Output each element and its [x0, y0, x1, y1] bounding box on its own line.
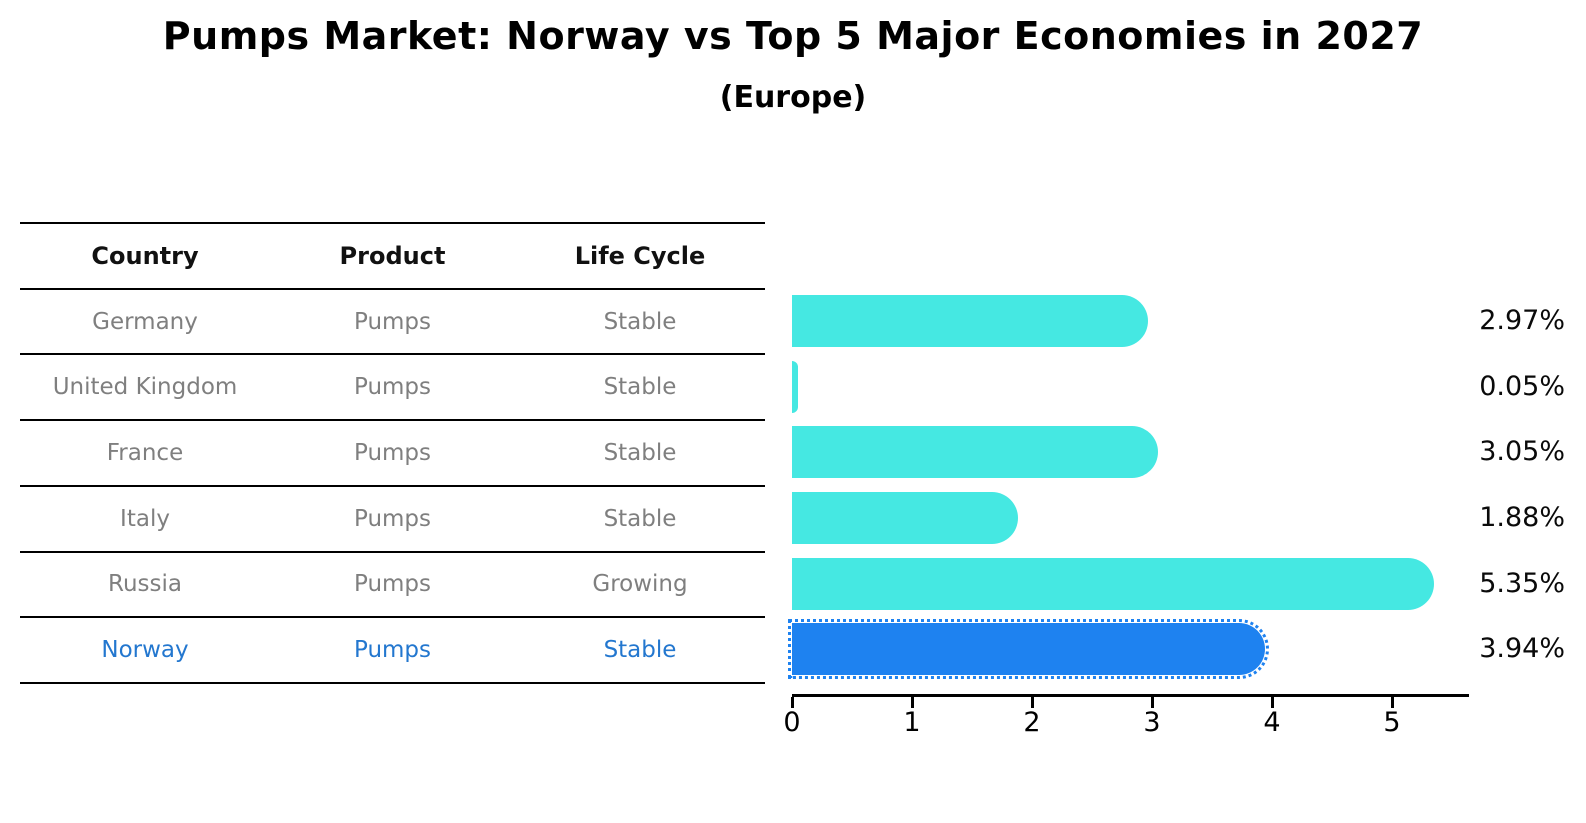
- cell-country: France: [106, 440, 184, 467]
- x-axis-tick-label-3: 3: [1143, 707, 1161, 738]
- cell-country: Germany: [92, 308, 198, 335]
- x-axis-tick-label-4: 4: [1263, 707, 1281, 738]
- bar-germany: [792, 294, 1149, 347]
- column-header-country: Country: [91, 241, 199, 270]
- cell-product: Pumps: [353, 374, 432, 401]
- cell-product: Pumps: [353, 571, 432, 598]
- cell-product: Pumps: [353, 505, 432, 532]
- x-axis-tick-1: [910, 697, 914, 708]
- bar-france: [792, 426, 1158, 479]
- cell-life-cycle: Growing: [592, 571, 688, 598]
- cell-life-cycle: Stable: [603, 505, 677, 532]
- x-axis-tick-4: [1270, 697, 1274, 708]
- x-axis-tick-2: [1030, 697, 1034, 708]
- cell-life-cycle: Stable: [603, 308, 677, 335]
- x-axis-tick-label-0: 0: [783, 707, 801, 738]
- country-table: Country Product Life Cycle Germany Pumps S…: [20, 222, 765, 685]
- x-axis-tick-0: [790, 697, 794, 708]
- table-row: Italy Pumps Stable: [20, 487, 765, 553]
- table-header-row: Country Product Life Cycle: [20, 224, 765, 290]
- cell-product: Pumps: [353, 440, 432, 467]
- bar-norway: [788, 619, 1269, 680]
- table-row: France Pumps Stable: [20, 421, 765, 487]
- cell-country: Norway: [101, 637, 189, 664]
- x-axis-tick-5: [1390, 697, 1394, 708]
- column-header-product: Product: [339, 241, 446, 270]
- value-label-france: 3.05%: [1479, 436, 1565, 468]
- x-axis-tick-3: [1150, 697, 1154, 708]
- value-label-russia: 5.35%: [1479, 567, 1565, 599]
- cell-life-cycle: Stable: [603, 440, 677, 467]
- column-header-life-cycle: Life Cycle: [574, 241, 706, 270]
- value-label-italy: 1.88%: [1479, 501, 1565, 533]
- cell-life-cycle: Stable: [603, 374, 677, 401]
- bar-italy: [792, 491, 1018, 544]
- chart-title: Pumps Market: Norway vs Top 5 Major Econ…: [162, 14, 1424, 58]
- cell-life-cycle: Stable: [603, 637, 677, 664]
- cell-country: Italy: [120, 505, 170, 532]
- value-label-germany: 2.97%: [1479, 304, 1565, 336]
- table-row: Germany Pumps Stable: [20, 290, 765, 356]
- bar-united-kingdom: [792, 360, 798, 413]
- cell-product: Pumps: [353, 637, 432, 664]
- cell-product: Pumps: [353, 308, 432, 335]
- x-axis-tick-label-2: 2: [1023, 707, 1041, 738]
- x-axis-tick-label-1: 1: [903, 707, 921, 738]
- x-axis-line: [792, 694, 1469, 697]
- table-row: Norway Pumps Stable: [20, 618, 765, 685]
- chart-subtitle: (Europe): [719, 80, 867, 115]
- cell-country: United Kingdom: [52, 374, 238, 401]
- bar-russia: [792, 557, 1434, 610]
- cell-country: Russia: [108, 571, 182, 598]
- table-row: Russia Pumps Growing: [20, 553, 765, 619]
- table-row: United Kingdom Pumps Stable: [20, 355, 765, 422]
- x-axis-tick-label-5: 5: [1383, 707, 1401, 738]
- value-label-united-kingdom: 0.05%: [1479, 370, 1565, 402]
- value-label-norway: 3.94%: [1479, 633, 1565, 665]
